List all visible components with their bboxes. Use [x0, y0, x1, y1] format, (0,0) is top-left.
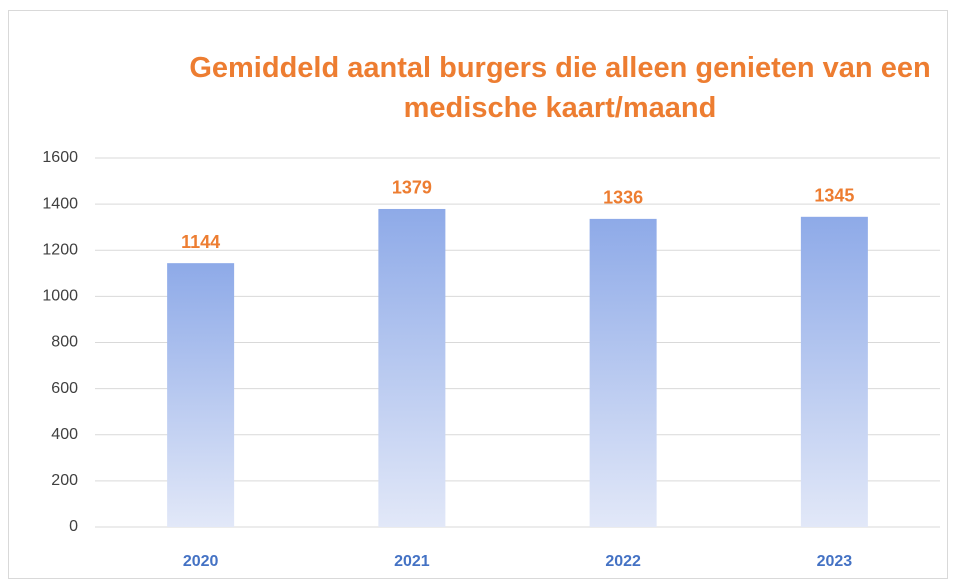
chart-frame [8, 10, 948, 579]
y-tick-label: 800 [51, 334, 78, 351]
y-tick-label: 400 [51, 426, 78, 443]
y-tick-label: 1600 [42, 149, 78, 166]
data-label: 1144 [181, 232, 220, 252]
data-label: 1336 [603, 188, 643, 208]
x-tick-label: 2020 [183, 553, 219, 570]
y-tick-label: 0 [69, 518, 78, 535]
x-tick-label: 2022 [605, 553, 641, 570]
x-tick-label: 2021 [394, 553, 430, 570]
y-tick-label: 1000 [42, 288, 78, 305]
y-tick-label: 1400 [42, 195, 78, 212]
x-tick-label: 2023 [817, 553, 853, 570]
bar [800, 216, 868, 527]
bar [589, 218, 657, 527]
bar [378, 208, 446, 527]
y-tick-label: 600 [51, 380, 78, 397]
data-label: 1345 [814, 186, 854, 206]
bar [167, 263, 235, 527]
y-tick-label: 1200 [42, 241, 78, 258]
data-label: 1379 [392, 178, 432, 198]
chart-title: Gemiddeld aantal burgers die alleen geni… [189, 52, 931, 124]
y-tick-label: 200 [51, 472, 78, 489]
